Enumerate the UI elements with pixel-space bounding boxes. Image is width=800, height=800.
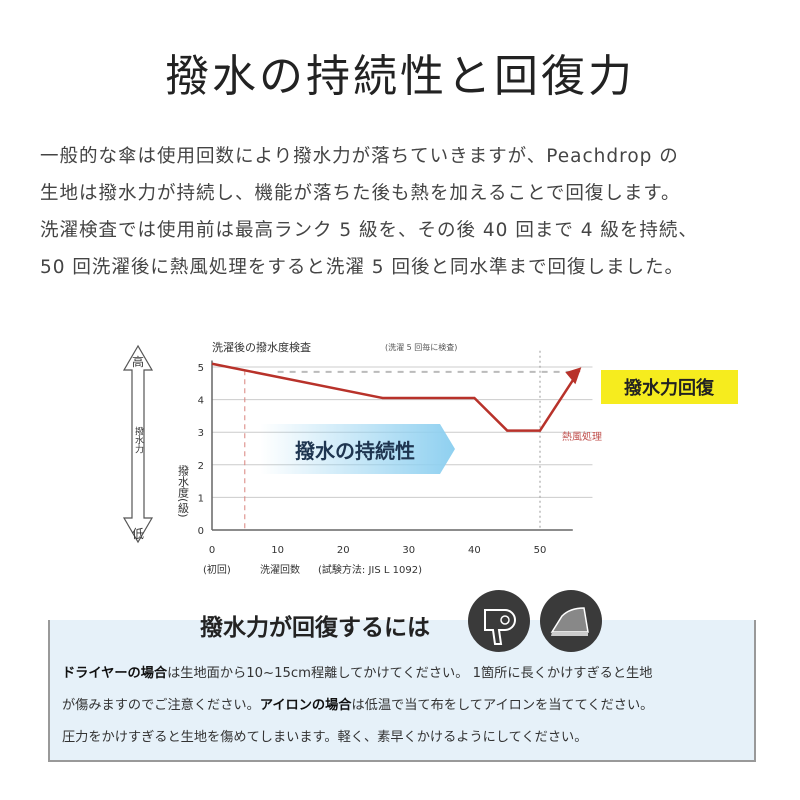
iron-icon xyxy=(540,590,602,652)
recovery-title: 撥水力が回復するには xyxy=(200,615,430,641)
heat-treatment-label: 熱風処理 xyxy=(562,430,602,443)
x-tick-label: 50 xyxy=(534,545,547,556)
side-axis: 高 低 撥水力 xyxy=(122,344,154,544)
x-axis-label: 洗濯回数 xyxy=(260,563,300,576)
x-tick-label: 40 xyxy=(468,545,481,556)
y-axis-label: 撥水度(級) xyxy=(177,464,190,518)
x-tick-label: 0 xyxy=(209,545,215,556)
y-tick-label: 4 xyxy=(198,396,204,407)
side-label: 撥水力 xyxy=(133,426,144,454)
y-tick-label: 5 xyxy=(198,363,204,374)
arrow-head-icon xyxy=(565,367,582,385)
intro-line: 生地は撥水力が持続し、機能が落ちた後も熱を加えることで回復します。 xyxy=(40,183,681,204)
x-tick-label: 30 xyxy=(402,545,415,556)
x-test-note: (試験方法: JIS L 1092) xyxy=(318,563,422,576)
recover-badge: 撥水力回復 xyxy=(601,370,738,404)
recovery-line: ドライヤーの場合は生地面から10~15cm程離してかけてください。 1箇所に長く… xyxy=(62,666,653,681)
svg-text:撥水力回復: 撥水力回復 xyxy=(624,377,715,399)
y-tick-label: 2 xyxy=(198,461,204,472)
side-low: 低 xyxy=(132,527,144,541)
recovery-line: 圧力をかけすぎると生地を傷めてしまいます。軽く、素早くかけるようにしてください。 xyxy=(62,730,588,745)
y-tick-label: 3 xyxy=(198,428,204,439)
double-arrow-icon xyxy=(122,344,154,544)
page-title: 撥水の持続性と回復力 xyxy=(165,51,635,102)
intro-line: 一般的な傘は使用回数により撥水力が落ちていきますが、Peachdrop の xyxy=(40,146,679,167)
intro-line: 50 回洗濯後に熱風処理をすると洗濯 5 回後と同水準まで回復しました。 xyxy=(40,257,684,278)
x-first-note: (初回) xyxy=(203,563,231,576)
series-line xyxy=(211,362,581,432)
svg-text:撥水の持続性: 撥水の持続性 xyxy=(295,439,415,463)
recovery-box xyxy=(48,620,756,762)
recovery-line: が傷みますのでご注意ください。アイロンの場合は低温で当て布をしてアイロンを当てて… xyxy=(62,698,654,713)
hair-dryer-icon xyxy=(468,590,530,652)
sustain-banner: 撥水の持続性 xyxy=(260,424,455,474)
x-tick-label: 10 xyxy=(271,545,284,556)
y-tick-label: 0 xyxy=(198,526,204,537)
intro-line: 洗濯検査では使用前は最高ランク 5 級を、その後 40 回まで 4 級を持続、 xyxy=(40,220,698,241)
x-tick-label: 20 xyxy=(337,545,350,556)
y-tick-label: 1 xyxy=(198,493,204,504)
recovery-text: ドライヤーの場合は生地面から10~15cm程離してかけてください。 1箇所に長く… xyxy=(62,658,653,754)
chart-title: 洗濯後の撥水度検査 xyxy=(212,340,311,354)
intro-text: 一般的な傘は使用回数により撥水力が落ちていきますが、Peachdrop の 生地… xyxy=(40,138,770,286)
chart-subtitle: (洗濯 5 回毎に検査) xyxy=(385,342,457,352)
side-high: 高 xyxy=(132,354,144,369)
